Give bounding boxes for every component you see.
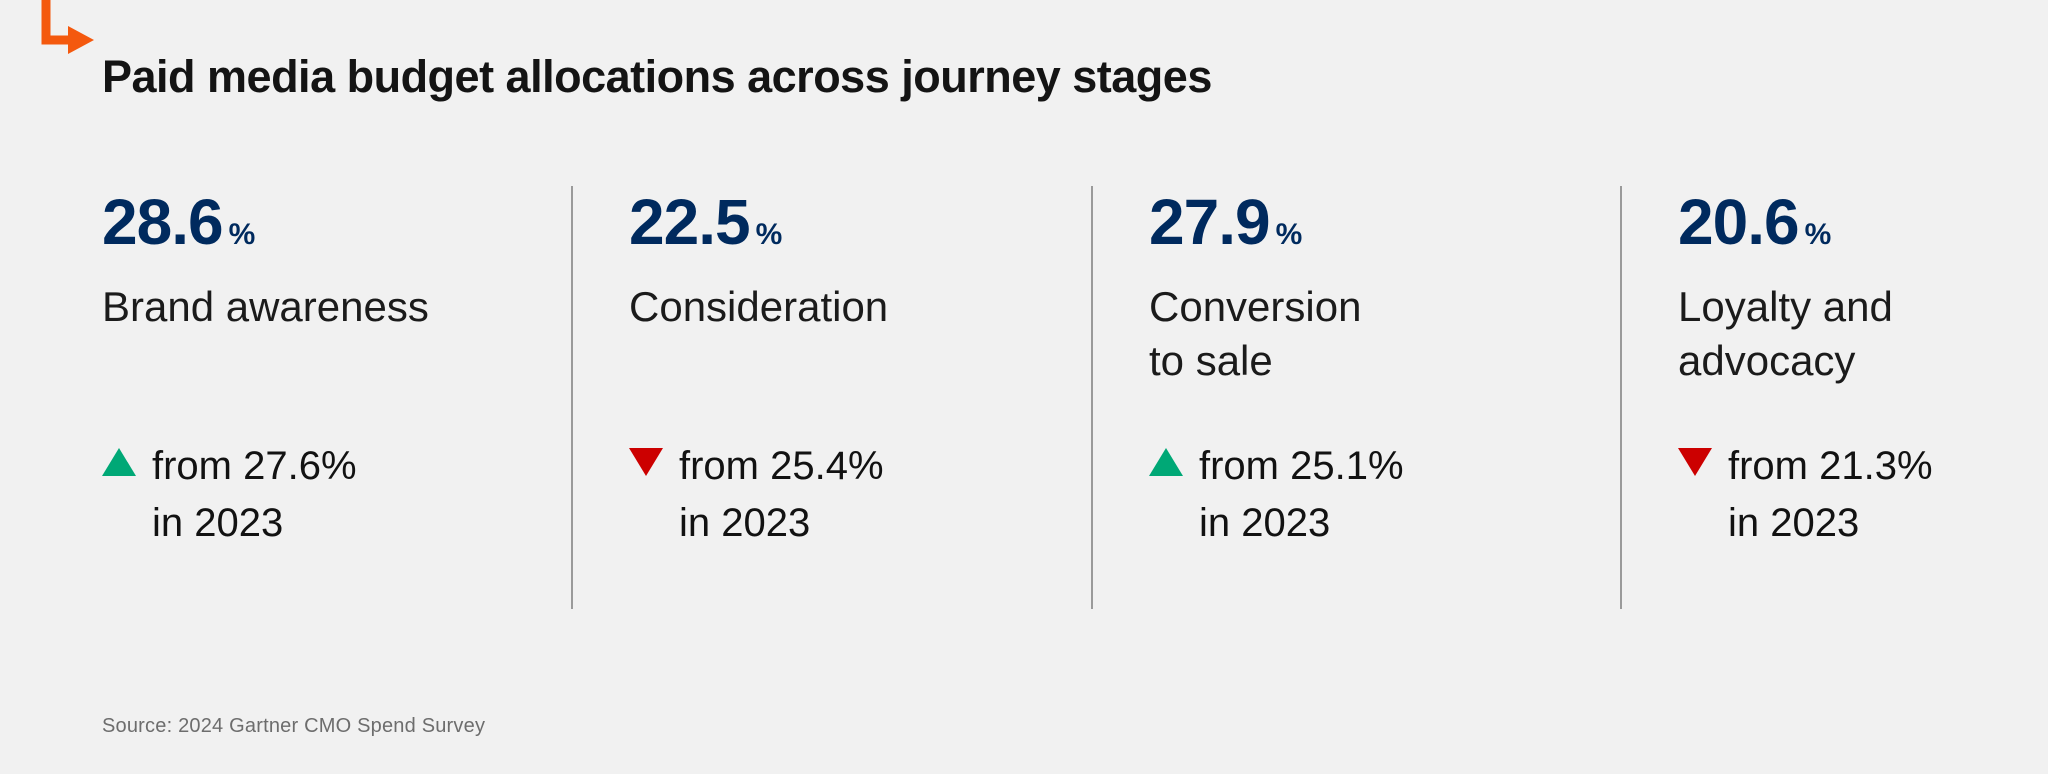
percent-sign: % [1804, 218, 1832, 251]
stat-change: from 25.1% in 2023 [1149, 438, 1590, 552]
change-text: from 27.6% in 2023 [152, 438, 357, 552]
stat-change: from 25.4% in 2023 [629, 438, 1061, 552]
footer: Source: 2024 Gartner CMO Spend Survey [0, 715, 2048, 738]
up-arrow-icon [102, 448, 136, 476]
page-title: Paid media budget allocations across jou… [102, 51, 1212, 102]
change-from: from 25.4% [679, 444, 884, 488]
change-period: in 2023 [152, 500, 284, 545]
stat-number: 27.9 [1149, 186, 1271, 258]
change-period: in 2023 [1199, 500, 1331, 545]
stat-value: 20.6% [1678, 190, 2020, 254]
stat-label: Brand awareness [102, 283, 429, 330]
stat-value: 28.6% [102, 190, 541, 254]
change-text: from 25.1% in 2023 [1199, 438, 1404, 552]
change-text: from 25.4% in 2023 [679, 438, 884, 552]
stat-number: 20.6 [1678, 186, 1800, 258]
down-arrow-icon [629, 448, 663, 476]
change-from: from 21.3% [1728, 444, 1933, 488]
stat-label: Conversion to sale [1149, 283, 1362, 384]
down-arrow-icon [1678, 448, 1712, 476]
stat-value: 27.9% [1149, 190, 1590, 254]
change-from: from 25.1% [1199, 444, 1404, 488]
stat-label: Loyalty and advocacy [1678, 283, 1893, 384]
change-from: from 27.6% [152, 444, 357, 488]
stats-row: 28.6% Brand awareness from 27.6% in 2023… [0, 186, 2048, 609]
stat-change: from 21.3% in 2023 [1678, 438, 2020, 552]
percent-sign: % [1275, 218, 1303, 251]
change-period: in 2023 [679, 500, 811, 545]
stat-conversion-to-sale: 27.9% Conversion to sale from 25.1% in 2… [1091, 186, 1620, 609]
stat-change: from 27.6% in 2023 [102, 438, 541, 552]
stat-number: 22.5 [629, 186, 751, 258]
source-note: Source: 2024 Gartner CMO Spend Survey [102, 715, 486, 737]
percent-sign: % [228, 218, 256, 251]
change-period: in 2023 [1728, 500, 1860, 545]
stat-consideration: 22.5% Consideration from 25.4% in 2023 [571, 186, 1091, 609]
change-text: from 21.3% in 2023 [1728, 438, 1933, 552]
branch-arrow-icon [41, 0, 94, 54]
stat-label: Consideration [629, 283, 889, 330]
header: Paid media budget allocations across jou… [0, 0, 2048, 104]
percent-sign: % [755, 218, 783, 251]
stat-number: 28.6 [102, 186, 224, 258]
stat-brand-awareness: 28.6% Brand awareness from 27.6% in 2023 [102, 186, 571, 609]
stat-value: 22.5% [629, 190, 1061, 254]
stat-loyalty-and-advocacy: 20.6% Loyalty and advocacy from 21.3% in… [1620, 186, 2048, 609]
up-arrow-icon [1149, 448, 1183, 476]
